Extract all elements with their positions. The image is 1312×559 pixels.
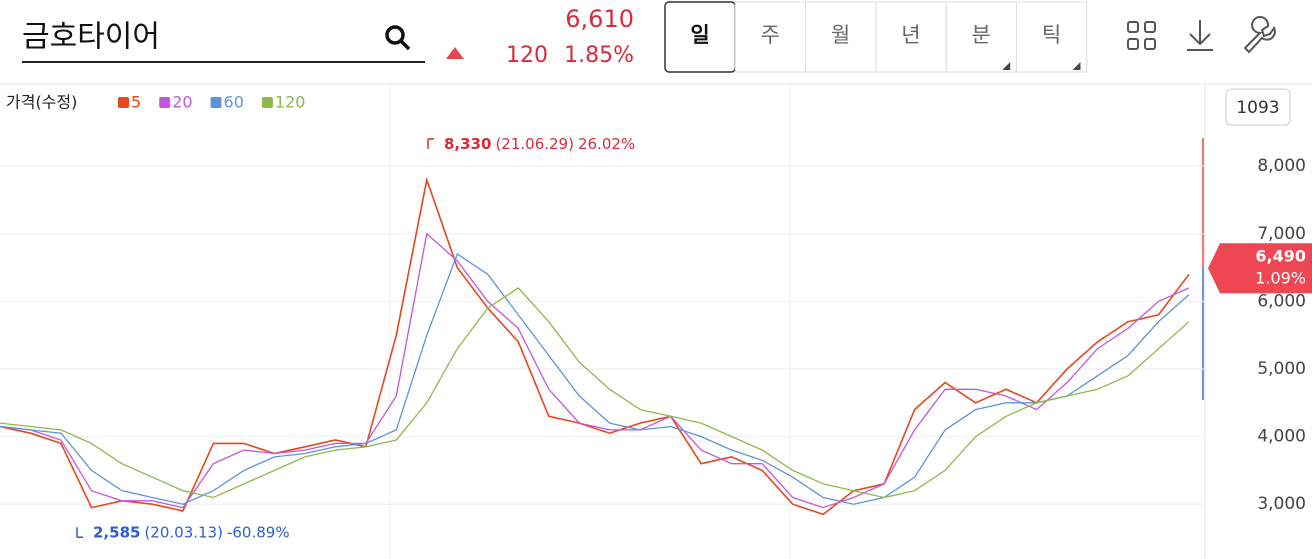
y-tick-label: 5,000 (1257, 359, 1306, 379)
legend-label: 5 (131, 93, 141, 112)
low-annotation: 2,585 (20.03.13) -60.89% (93, 523, 290, 541)
high-marker (427, 138, 434, 149)
tab[interactable] (1016, 1, 1088, 73)
low-change: -60.89% (227, 523, 290, 541)
legend-swatch (118, 97, 129, 108)
tab-label[interactable]: 틱 (1042, 23, 1061, 47)
y-tick-label: 6,000 (1257, 291, 1306, 311)
tab-label[interactable]: 월 (831, 23, 850, 47)
stock-name[interactable]: 금호타이어 (22, 20, 160, 55)
y-tick-label: 4,000 (1257, 427, 1306, 447)
current-price: 6,610 (565, 5, 634, 33)
count-label[interactable]: 1093 (1236, 98, 1279, 118)
legend-swatch (210, 97, 222, 108)
last-price-tag (1208, 243, 1312, 294)
tab[interactable] (734, 1, 807, 73)
tab-label[interactable]: 일 (690, 23, 709, 47)
y-tick-label: 3,000 (1257, 494, 1306, 514)
tab-label[interactable]: 주 (761, 23, 780, 47)
legend-label: 120 (275, 93, 306, 112)
low-value: 2,585 (93, 523, 140, 541)
search-icon[interactable] (385, 25, 411, 51)
low-marker (76, 527, 83, 539)
legend-swatch (159, 97, 171, 108)
price-change: 120 (506, 43, 548, 68)
tab[interactable] (945, 1, 1018, 73)
tab[interactable] (875, 1, 947, 73)
high-annotation: 8,330 (21.06.29) 26.02% (444, 134, 635, 152)
grid-icon[interactable] (1127, 21, 1156, 50)
count-box[interactable] (1225, 88, 1291, 126)
legend-swatch (261, 97, 273, 108)
price-change-pct: 1.85% (564, 43, 634, 68)
last-price: 6,490 (1255, 247, 1306, 266)
tab-corner (1002, 62, 1011, 70)
low-date: (20.03.13) (144, 523, 223, 541)
legend-title: 가격(수정) (6, 93, 77, 112)
tab-label[interactable]: 년 (901, 23, 920, 47)
tab-corner (1072, 62, 1081, 70)
tab[interactable] (805, 1, 877, 73)
high-value: 8,330 (444, 134, 491, 152)
y-tick-label: 8,000 (1257, 156, 1306, 176)
ma-line (0, 176, 1190, 516)
up-triangle (446, 47, 464, 59)
legend-label: 60 (224, 93, 244, 112)
last-change: 1.09% (1255, 269, 1306, 288)
tab-label[interactable]: 분 (972, 23, 991, 47)
ma-line (0, 253, 1190, 505)
high-date: (21.06.29) (495, 134, 574, 152)
settings-icon[interactable] (1243, 16, 1276, 54)
ma-line (0, 232, 1190, 509)
legend-label: 20 (172, 93, 192, 112)
ma-line (0, 287, 1190, 499)
download-icon[interactable] (1187, 20, 1213, 51)
high-change: 26.02% (578, 134, 635, 152)
y-tick-label: 7,000 (1257, 224, 1306, 244)
